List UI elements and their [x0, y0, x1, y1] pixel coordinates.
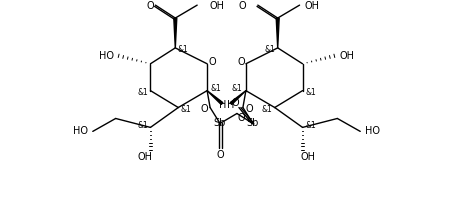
Text: OH: OH	[304, 1, 319, 11]
Text: &1: &1	[265, 45, 275, 54]
Text: HO: HO	[99, 51, 114, 61]
Text: &1: &1	[211, 84, 222, 93]
Text: O: O	[208, 57, 216, 67]
Text: OH: OH	[138, 152, 153, 162]
Text: O: O	[237, 57, 245, 67]
Text: &1: &1	[305, 121, 316, 130]
Polygon shape	[230, 91, 246, 105]
Text: &1: &1	[178, 45, 188, 54]
Text: H: H	[227, 100, 234, 109]
Text: HO: HO	[365, 126, 380, 136]
Polygon shape	[174, 18, 177, 48]
Text: &1: &1	[181, 105, 192, 114]
Text: &1: &1	[261, 105, 272, 114]
Text: H: H	[219, 100, 226, 109]
Text: OH: OH	[209, 1, 224, 11]
Text: O: O	[231, 98, 239, 108]
Text: HO: HO	[73, 126, 88, 136]
Text: O: O	[245, 104, 253, 113]
Text: &1: &1	[305, 88, 316, 97]
Text: O: O	[147, 1, 154, 11]
Polygon shape	[276, 18, 279, 48]
Text: O: O	[200, 104, 208, 113]
Text: OH: OH	[339, 51, 354, 61]
Text: O: O	[238, 1, 246, 11]
Text: &1: &1	[137, 88, 148, 97]
Polygon shape	[207, 91, 223, 105]
Text: &1: &1	[137, 121, 148, 130]
Text: O: O	[216, 150, 224, 160]
Text: Sb: Sb	[214, 118, 226, 129]
Text: &1: &1	[231, 84, 242, 93]
Text: OH: OH	[300, 152, 315, 162]
Text: O: O	[237, 113, 245, 124]
Text: Sb: Sb	[247, 118, 259, 129]
